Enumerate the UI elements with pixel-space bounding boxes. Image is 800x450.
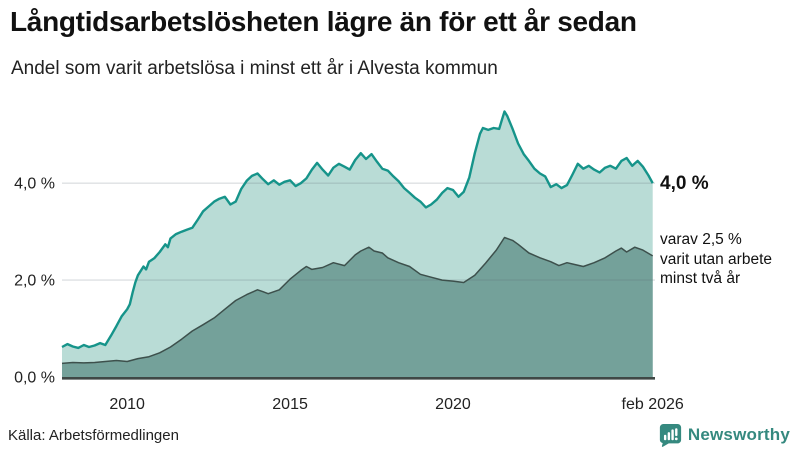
y-tick-label: 4,0 % bbox=[14, 176, 55, 193]
y-tick-label: 2,0 % bbox=[14, 273, 55, 290]
chart-title: Långtidsarbetslösheten lägre än för ett … bbox=[10, 6, 637, 37]
x-tick-label: 2020 bbox=[435, 396, 471, 413]
newsworthy-icon bbox=[659, 423, 681, 447]
newsworthy-wordmark: Newsworthy bbox=[687, 425, 790, 444]
series-total-line bbox=[61, 110, 654, 350]
latest-value-label: 4,0 % bbox=[660, 173, 709, 194]
y-tick-label: 0,0 % bbox=[14, 370, 55, 387]
series-two-year-line bbox=[61, 236, 654, 365]
x-tick-label: feb 2026 bbox=[622, 396, 684, 413]
x-tick-label: 2015 bbox=[272, 396, 308, 413]
series-two-year-area bbox=[62, 237, 653, 377]
breakdown-label: varav 2,5 % varit utan arbete minst två … bbox=[660, 231, 773, 287]
newsworthy-logo: Newsworthy bbox=[659, 423, 790, 447]
chart-subtitle: Andel som varit arbetslösa i minst ett å… bbox=[11, 58, 498, 79]
x-tick-label: 2010 bbox=[109, 396, 145, 413]
source-caption: Källa: Arbetsförmedlingen bbox=[8, 427, 179, 444]
